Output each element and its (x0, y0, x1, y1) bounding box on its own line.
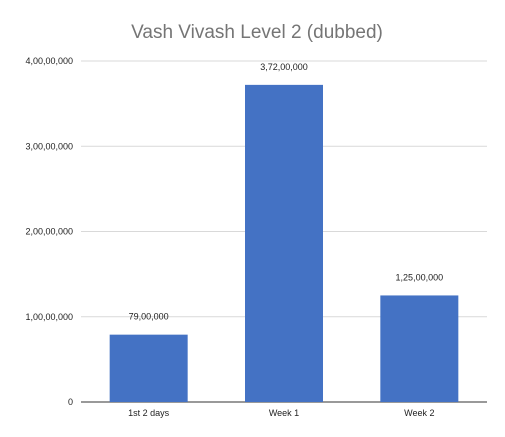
data-label: 79,00,000 (129, 312, 169, 322)
x-tick-label: Week 2 (404, 408, 434, 418)
x-tick-label: 1st 2 days (128, 408, 170, 418)
x-axis: 1st 2 days Week 1 Week 2 (128, 408, 434, 418)
bars (109, 84, 459, 403)
bar (109, 334, 188, 402)
y-tick-label: 4,00,00,000 (25, 56, 73, 66)
data-labels: 79,00,000 3,72,00,000 1,25,00,000 (129, 62, 443, 322)
data-label: 1,25,00,000 (396, 272, 444, 282)
bar (245, 84, 323, 403)
y-axis: 0 1,00,00,000 2,00,00,000 3,00,00,000 4,00,0… (25, 56, 73, 407)
x-tick-label: Week 1 (269, 408, 299, 418)
y-tick-label: 1,00,00,000 (25, 312, 73, 322)
chart-title: Vash Vivash Level 2 (dubbed) (131, 22, 383, 43)
y-tick-label: 0 (68, 397, 73, 407)
y-tick-label: 2,00,00,000 (25, 227, 73, 237)
bar (380, 295, 459, 402)
data-label: 3,72,00,000 (260, 62, 308, 72)
y-tick-label: 3,00,00,000 (25, 141, 73, 151)
